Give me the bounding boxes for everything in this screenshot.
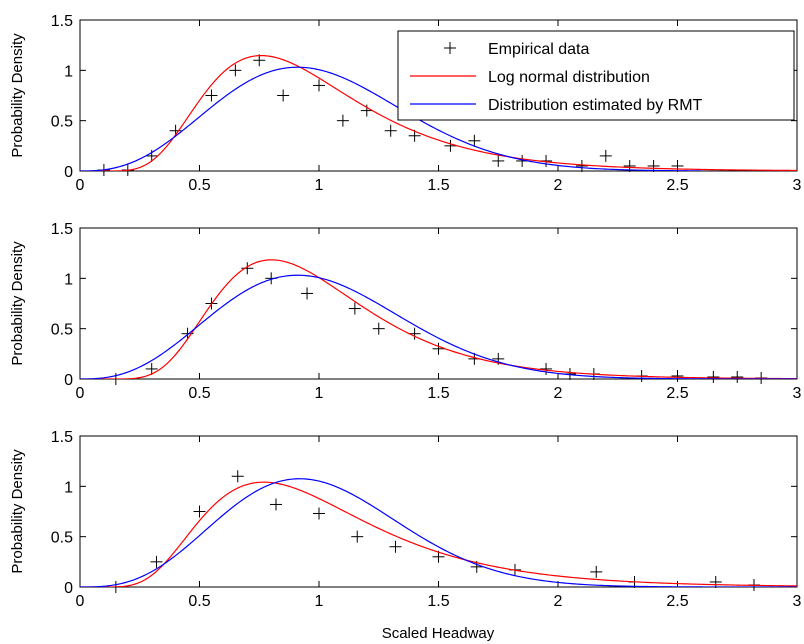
axes-frame — [79, 227, 798, 380]
x-tick-label: 0 — [76, 385, 85, 402]
y-axis-label: Probability Density — [9, 449, 26, 574]
empirical-point — [229, 64, 242, 77]
empirical-point — [277, 89, 290, 102]
subplot-1: 0 0.5 1 1.5 2 2.5 3 0 0.5 1 1.5 Probability Density… — [9, 13, 802, 194]
empirical-point — [313, 79, 325, 92]
empirical-point — [575, 159, 588, 172]
empirical-point — [468, 134, 481, 147]
empirical-point — [590, 565, 603, 578]
legend-label-0: Empirical data — [488, 41, 589, 58]
empirical-point — [145, 362, 158, 375]
x-tick-label: 2.5 — [666, 385, 688, 402]
empirical-point — [432, 550, 445, 563]
x-tick-label: 0 — [76, 177, 85, 194]
subplot-3: 0 0.5 1 1.5 2 2.5 3 0 0.5 1 1.5 Probability Density — [9, 429, 802, 610]
x-tick-label: 2 — [554, 177, 563, 194]
empirical-point — [707, 370, 720, 383]
rmt-curve — [80, 66, 702, 171]
x-tick-label: 0.5 — [188, 385, 210, 402]
x-tick-label: 2 — [554, 385, 563, 402]
empirical-point — [301, 287, 314, 300]
y-axis-label: Probability Density — [9, 241, 26, 366]
rmt-curve — [80, 274, 797, 379]
empirical-point — [150, 555, 163, 568]
y-tick-label: 1.5 — [51, 13, 73, 30]
empirical-point — [253, 54, 266, 67]
lognormal-curve — [80, 259, 797, 379]
y-tick-label: 1 — [64, 479, 73, 496]
empirical-point — [231, 470, 244, 483]
x-tick-label: 1 — [315, 593, 324, 610]
x-tick-label: 0 — [76, 593, 85, 610]
y-tick-label: 1.5 — [51, 221, 73, 238]
empirical-point — [432, 342, 445, 355]
empirical-point — [731, 370, 744, 383]
axes-frame — [79, 435, 798, 588]
subplots: 0 0.5 1 1.5 2 2.5 3 0 0.5 1 1.5 Probability Density… — [9, 13, 802, 610]
empirical-point — [205, 89, 218, 102]
empirical-point — [351, 530, 364, 543]
x-tick-label: 0.5 — [188, 177, 210, 194]
empirical-point — [193, 505, 206, 518]
x-tick-label: 2 — [554, 593, 563, 610]
empirical-point — [599, 149, 612, 162]
lognormal-curve — [80, 481, 797, 587]
y-tick-label: 0.5 — [51, 530, 73, 547]
lognormal-curve — [80, 54, 797, 171]
x-tick-label: 2.5 — [666, 177, 688, 194]
legend: Empirical data Log normal distribution Dis… — [397, 30, 795, 121]
subplot-2: 0 0.5 1 1.5 2 2.5 3 0 0.5 1 1.5 Probability Density — [9, 221, 802, 402]
y-tick-label: 1.5 — [51, 429, 73, 446]
empirical-point — [492, 154, 505, 167]
y-tick-label: 1 — [64, 63, 73, 80]
rmt-curve — [80, 478, 797, 587]
y-axis-label: Probability Density — [9, 33, 26, 158]
empirical-point — [313, 507, 325, 520]
x-tick-label: 1.5 — [427, 385, 449, 402]
empirical-point — [241, 262, 254, 275]
y-tick-label: 0 — [64, 164, 73, 181]
x-tick-label: 2.5 — [666, 593, 688, 610]
empirical-point — [671, 369, 684, 382]
x-tick-label: 3 — [793, 385, 802, 402]
empirical-point — [269, 498, 282, 511]
empirical-point — [384, 124, 397, 137]
empirical-point — [372, 322, 385, 335]
legend-marker-empirical — [444, 42, 456, 54]
legend-label-1: Log normal distribution — [488, 69, 650, 86]
empirical-point — [444, 139, 457, 152]
x-tick-label: 3 — [793, 593, 802, 610]
y-tick-label: 0.5 — [51, 322, 73, 339]
x-tick-label: 1.5 — [427, 593, 449, 610]
y-tick-label: 0 — [64, 372, 73, 389]
empirical-point — [348, 302, 361, 315]
empirical-point — [540, 362, 553, 375]
y-tick-label: 1 — [64, 271, 73, 288]
empirical-point — [360, 104, 373, 117]
x-axis-label: Scaled Headway — [382, 625, 495, 642]
x-tick-label: 0.5 — [188, 593, 210, 610]
x-tick-label: 3 — [793, 177, 802, 194]
x-tick-label: 1 — [315, 385, 324, 402]
x-tick-label: 1.5 — [427, 177, 449, 194]
empirical-point — [336, 114, 349, 127]
y-tick-label: 0 — [64, 580, 73, 597]
legend-label-2: Distribution estimated by RMT — [488, 97, 703, 114]
empirical-point — [671, 159, 684, 172]
empirical-point — [389, 540, 402, 553]
y-tick-label: 0.5 — [51, 114, 73, 131]
empirical-point — [709, 575, 722, 588]
x-tick-label: 1 — [315, 177, 324, 194]
